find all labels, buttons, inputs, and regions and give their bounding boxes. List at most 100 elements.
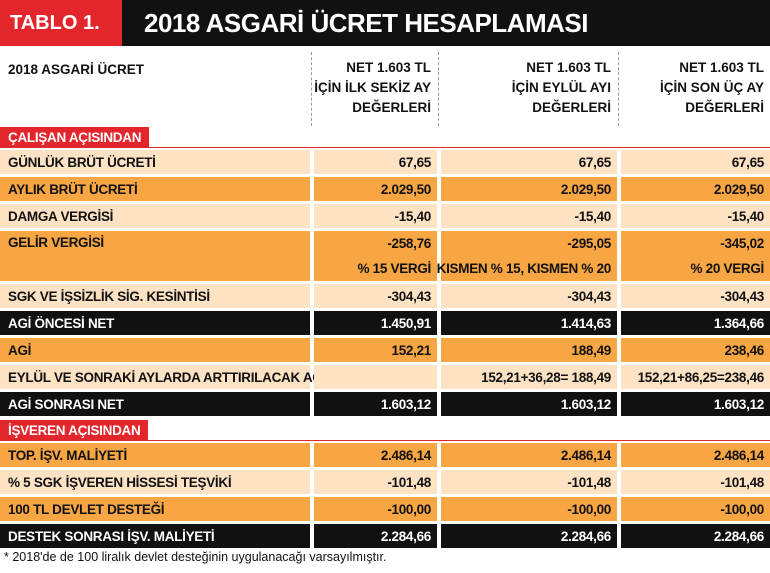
value-cell: 152,21: [314, 338, 437, 362]
value: 2.284,66: [380, 528, 431, 544]
value-cell: [314, 365, 437, 389]
value-cell: -304,43: [621, 284, 770, 308]
column-divider: [618, 52, 619, 126]
column-header: NET 1.603 TL: [526, 60, 611, 75]
row-label: GÜNLÜK BRÜT ÜCRETİ: [0, 150, 310, 174]
row-label: AGİ: [0, 338, 310, 362]
value: -345,02: [720, 236, 764, 251]
value-note: KISMEN % 15, KISMEN % 20: [436, 261, 612, 276]
value: 152,21+86,25=238,46: [637, 369, 765, 385]
column-header: NET 1.603 TL: [679, 60, 764, 75]
value-cell: -295,05 KISMEN % 15, KISMEN % 20: [437, 231, 617, 281]
value: 238,46: [724, 342, 765, 358]
section-rule: [0, 440, 770, 441]
value-cell: 67,65: [441, 150, 617, 174]
value: 1.414,63: [560, 315, 611, 331]
value-cell: -100,00: [314, 497, 437, 521]
title: 2018 ASGARİ ÜCRET HESAPLAMASI: [122, 0, 770, 46]
value-cell: 1.603,12: [314, 392, 437, 416]
value-cell: 152,21+86,25=238,46: [621, 365, 770, 389]
column-divider: [311, 52, 312, 126]
section-title: İŞVEREN AÇISINDAN: [0, 420, 149, 440]
value: -15,40: [727, 208, 765, 224]
value-cell: 2.029,50: [441, 177, 617, 201]
value: 2.284,66: [560, 528, 611, 544]
value: -15,40: [394, 208, 432, 224]
row-label: AGİ SONRASI NET: [0, 392, 310, 416]
value: 152,21: [391, 342, 432, 358]
value: -100,00: [567, 501, 611, 517]
value-cell: -15,40: [441, 204, 617, 228]
value-cell: 1.364,66: [621, 311, 770, 335]
section-rule: [0, 147, 770, 148]
value-cell: -345,02 % 20 VERGİ: [621, 231, 770, 281]
value: 188,49: [571, 342, 612, 358]
value: -295,05: [567, 236, 611, 251]
value: 67,65: [731, 154, 765, 170]
row-label: AGİ ÖNCESİ NET: [0, 311, 310, 335]
value: -258,76: [387, 236, 431, 251]
row-label: EYLÜL VE SONRAKİ AYLARDA ARTTIRILACAK AG…: [0, 365, 326, 389]
column-divider: [438, 52, 439, 126]
value: 2.486,14: [380, 447, 431, 463]
value-cell: 1.450,91: [314, 311, 437, 335]
section-title: ÇALIŞAN AÇISINDAN: [0, 127, 150, 147]
value-cell: 1.414,63: [441, 311, 617, 335]
value: -101,48: [567, 474, 611, 490]
value-cell: 1.603,12: [441, 392, 617, 416]
value: -100,00: [720, 501, 764, 517]
value: 2.029,50: [380, 181, 431, 197]
column-header: İÇİN EYLÜL AYI: [511, 80, 611, 95]
value-cell: 2.284,66: [621, 524, 770, 548]
column-header: DEĞERLERİ: [685, 100, 764, 115]
value: -304,43: [567, 288, 611, 304]
value: -15,40: [574, 208, 612, 224]
value-cell: -101,48: [314, 470, 437, 494]
value: -304,43: [720, 288, 764, 304]
value: 152,21+36,28= 188,49: [481, 369, 611, 385]
value: -304,43: [387, 288, 431, 304]
column-header: DEĞERLERİ: [532, 100, 611, 115]
corner-label: 2018 ASGARİ ÜCRET: [8, 62, 145, 77]
value: 67,65: [398, 154, 432, 170]
value: 2.284,66: [713, 528, 764, 544]
value-cell: 2.486,14: [314, 443, 437, 467]
column-header: İÇİN SON ÜÇ AY: [659, 80, 764, 95]
value: 1.364,66: [713, 315, 764, 331]
value-cell: 1.603,12: [621, 392, 770, 416]
value: 1.603,12: [380, 396, 431, 412]
value-note: % 15 VERGİ: [357, 261, 431, 276]
value-cell: 152,21+36,28= 188,49: [441, 365, 617, 389]
value: 67,65: [578, 154, 612, 170]
value-cell: 2.486,14: [441, 443, 617, 467]
value-cell: 188,49: [441, 338, 617, 362]
value-cell: -15,40: [621, 204, 770, 228]
column-header: İÇİN İLK SEKİZ AY: [314, 80, 431, 95]
footnote: * 2018'de de 100 liralık devlet desteğin…: [4, 550, 387, 564]
table-tag: TABLO 1.: [0, 0, 122, 46]
value-cell: 2.284,66: [314, 524, 437, 548]
value-cell: -101,48: [621, 470, 770, 494]
value-cell: 2.029,50: [314, 177, 437, 201]
value: 1.450,91: [380, 315, 431, 331]
row-label: % 5 SGK İŞVEREN HİSSESİ TEŞVİKİ: [0, 470, 310, 494]
row-label: AYLIK BRÜT ÜCRETİ: [0, 177, 310, 201]
value-cell: 2.284,66: [441, 524, 617, 548]
value-cell: -101,48: [441, 470, 617, 494]
row-label: 100 TL DEVLET DESTEĞİ: [0, 497, 310, 521]
value-cell: 67,65: [621, 150, 770, 174]
row-label: TOP. İŞV. MALİYETİ: [0, 443, 310, 467]
value: -101,48: [720, 474, 764, 490]
value-cell: -100,00: [621, 497, 770, 521]
row-label: SGK VE İŞSİZLİK SİG. KESİNTİSİ: [0, 284, 310, 308]
value-cell: 67,65: [314, 150, 437, 174]
value-cell: -15,40: [314, 204, 437, 228]
row-label: DESTEK SONRASI İŞV. MALİYETİ: [0, 524, 310, 548]
value-cell: 2.029,50: [621, 177, 770, 201]
value-cell: 238,46: [621, 338, 770, 362]
value: 2.029,50: [713, 181, 764, 197]
value: -100,00: [387, 501, 431, 517]
value: 1.603,12: [560, 396, 611, 412]
value-cell: -258,76 % 15 VERGİ: [314, 231, 437, 281]
